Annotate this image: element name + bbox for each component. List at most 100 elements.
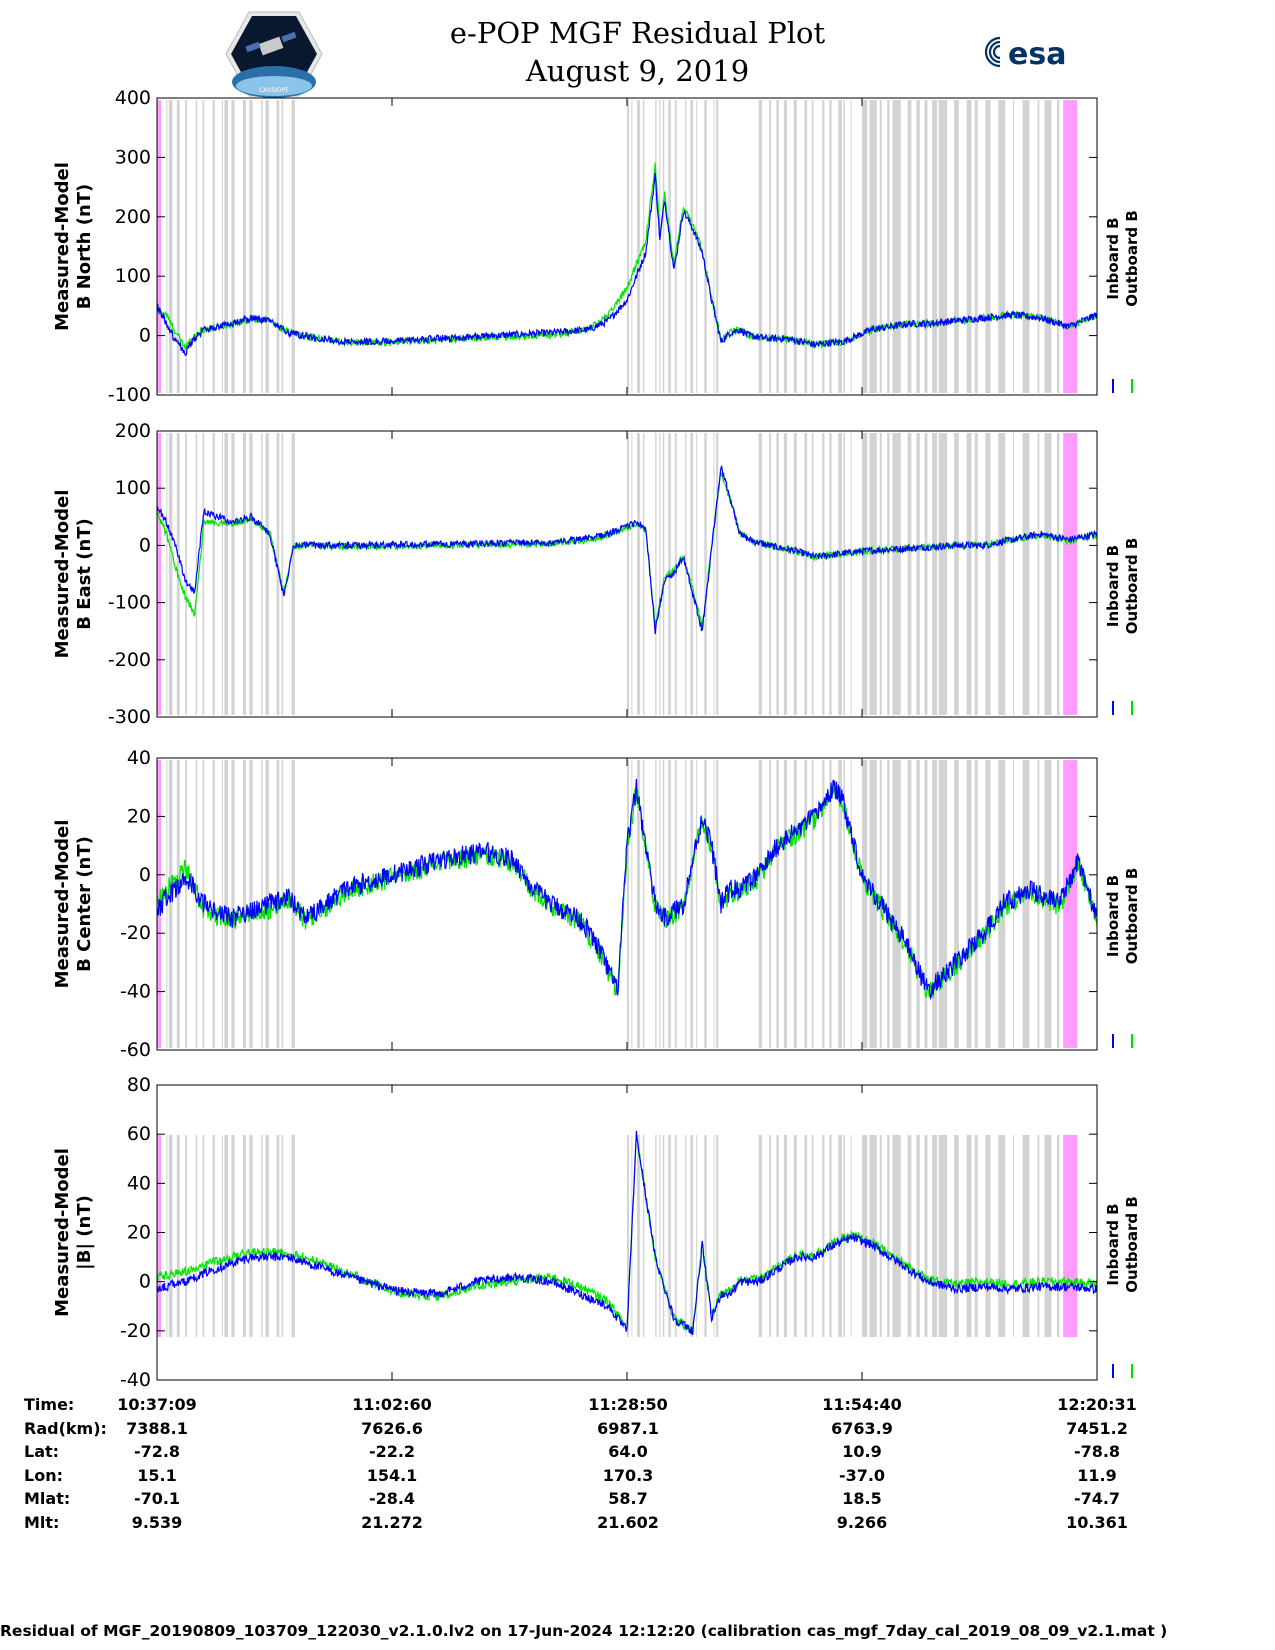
orbit-cell: -74.7 bbox=[1073, 1489, 1121, 1508]
gap-band bbox=[954, 100, 959, 393]
y-tick-label: 0 bbox=[139, 534, 151, 556]
gap-band bbox=[166, 1135, 168, 1337]
gap-band bbox=[938, 100, 948, 393]
magenta-band bbox=[1063, 760, 1078, 1048]
gap-band bbox=[690, 1135, 694, 1337]
gap-band bbox=[690, 433, 694, 715]
gap-band bbox=[932, 100, 938, 393]
gap-band bbox=[1022, 433, 1030, 715]
gap-band bbox=[932, 760, 938, 1048]
magenta-band bbox=[157, 433, 161, 715]
gap-band bbox=[916, 100, 920, 393]
gap-band bbox=[261, 1135, 263, 1337]
gap-band bbox=[713, 1135, 715, 1337]
gap-band bbox=[713, 760, 715, 1048]
orbit-cell: 6987.1 bbox=[597, 1418, 659, 1438]
orbit-cell: -22.2 bbox=[368, 1442, 416, 1461]
gap-band bbox=[713, 100, 715, 393]
gap-band bbox=[631, 433, 633, 715]
gap-band bbox=[1013, 1135, 1015, 1337]
legend-outboard-label: Outboard B bbox=[1123, 868, 1141, 965]
y-tick-label: -40 bbox=[120, 1369, 151, 1391]
gap-band bbox=[655, 433, 657, 715]
orbit-row: Mlt: 9.539 21.272 21.602 9.266 10.361 bbox=[0, 1513, 1275, 1537]
gap-band bbox=[249, 100, 253, 393]
orbit-cell: 18.5 bbox=[842, 1489, 882, 1508]
gap-band bbox=[168, 100, 173, 393]
plot-date: August 9, 2019 bbox=[525, 54, 750, 88]
gap-band bbox=[668, 1135, 671, 1337]
gap-band bbox=[869, 433, 877, 715]
legend-outboard-label: Outboard B bbox=[1123, 210, 1141, 307]
y-tick-label: 400 bbox=[115, 87, 151, 109]
gap-band bbox=[231, 433, 235, 715]
gap-band bbox=[662, 760, 665, 1048]
panel-4: -40 -20 0 20 40 60 80 Measured-Model|B| (nT) Inb… bbox=[52, 1074, 1141, 1391]
gap-band bbox=[783, 433, 787, 715]
gap-band bbox=[769, 760, 772, 1048]
gap-band bbox=[804, 760, 808, 1048]
y-tick-label: -200 bbox=[108, 649, 151, 671]
gap-band bbox=[704, 100, 707, 393]
gap-band bbox=[998, 1135, 1006, 1337]
gap-band bbox=[224, 1135, 229, 1337]
gap-band bbox=[985, 1135, 991, 1337]
gap-band bbox=[907, 1135, 912, 1337]
gap-band bbox=[696, 433, 698, 715]
orbit-cell: 170.3 bbox=[602, 1465, 654, 1485]
gap-band bbox=[974, 1135, 978, 1337]
gap-band bbox=[758, 760, 763, 1048]
orbit-cell: 7626.6 bbox=[361, 1418, 423, 1438]
gap-band bbox=[716, 1135, 719, 1337]
gap-band bbox=[822, 100, 825, 393]
gap-band bbox=[704, 433, 707, 715]
gap-band bbox=[631, 100, 633, 393]
gap-band bbox=[793, 1135, 797, 1337]
gap-band bbox=[281, 433, 284, 715]
orbit-row: Lon: 15.1 154.1 170.3 -37.0 11.9 bbox=[0, 1466, 1275, 1490]
gap-band bbox=[862, 433, 868, 715]
gap-band bbox=[966, 433, 972, 715]
gap-band bbox=[212, 1135, 215, 1337]
gap-band bbox=[829, 100, 832, 393]
y-axis-label: Measured-ModelB North (nT) bbox=[52, 162, 95, 331]
gap-band bbox=[850, 100, 852, 393]
gap-band bbox=[954, 760, 959, 1048]
orbit-cell: 15.1 bbox=[137, 1465, 177, 1485]
gap-band bbox=[659, 100, 661, 393]
y-tick-label: 100 bbox=[115, 477, 151, 499]
gap-band bbox=[892, 100, 901, 393]
gap-band bbox=[685, 100, 687, 393]
plot-title: e-POP MGF Residual Plot bbox=[449, 16, 826, 50]
gap-band bbox=[185, 433, 187, 715]
gap-band bbox=[674, 1135, 677, 1337]
gap-band bbox=[276, 1135, 280, 1337]
gap-band bbox=[829, 1135, 832, 1337]
y-tick-label: 0 bbox=[139, 1271, 151, 1293]
gap-band bbox=[265, 100, 269, 393]
gap-band bbox=[998, 433, 1006, 715]
y-tick-label: -20 bbox=[120, 922, 151, 944]
orbit-cell: -70.1 bbox=[133, 1489, 181, 1508]
gap-band bbox=[869, 1135, 877, 1337]
gap-band bbox=[804, 100, 808, 393]
orbit-cell: 11:02:60 bbox=[352, 1395, 432, 1414]
gap-band bbox=[1056, 433, 1060, 715]
gap-band bbox=[907, 760, 912, 1048]
y-axis-label-line: B East (nT) bbox=[74, 518, 95, 630]
gap-band bbox=[822, 1135, 825, 1337]
orbit-row-label: Mlat: bbox=[24, 1489, 71, 1508]
gap-band bbox=[655, 100, 657, 393]
cassiope-logo-icon: CASSIOPE bbox=[225, 11, 323, 98]
inboard-b-line bbox=[156, 464, 1098, 635]
orbit-cell: 10:37:09 bbox=[117, 1395, 197, 1414]
orbit-row-label: Lon: bbox=[24, 1465, 63, 1485]
gap-band bbox=[242, 100, 246, 393]
gap-band bbox=[974, 760, 978, 1048]
gap-band bbox=[879, 433, 882, 715]
gap-band bbox=[291, 100, 295, 393]
y-axis-label: Measured-Model|B| (nT) bbox=[52, 1148, 95, 1317]
y-axis-label-line: Measured-Model bbox=[52, 490, 73, 659]
gap-band bbox=[811, 433, 814, 715]
